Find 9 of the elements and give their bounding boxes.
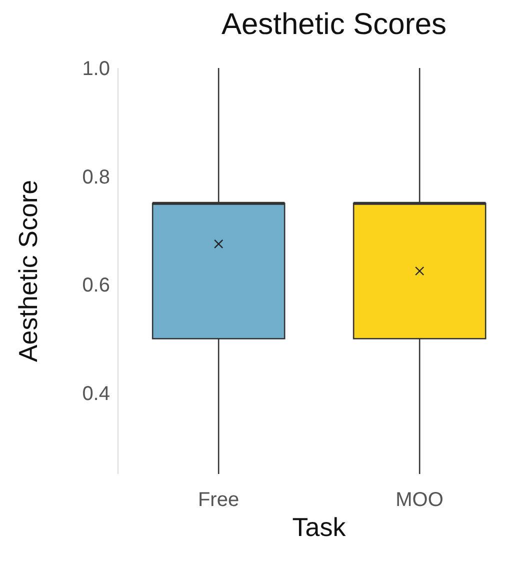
x-tick-label: MOO <box>396 489 444 512</box>
y-tick-label: 0.4 <box>82 382 110 405</box>
y-axis-title: Aesthetic Score <box>13 180 44 362</box>
x-tick-label: Free <box>198 489 240 512</box>
x-axis-title: Task <box>292 512 347 542</box>
chart-title: Aesthetic Scores <box>220 8 448 42</box>
y-tick-label: 0.8 <box>82 166 110 188</box>
y-tick-label: 1.0 <box>82 58 110 80</box>
y-tick-label: 0.6 <box>82 274 110 297</box>
